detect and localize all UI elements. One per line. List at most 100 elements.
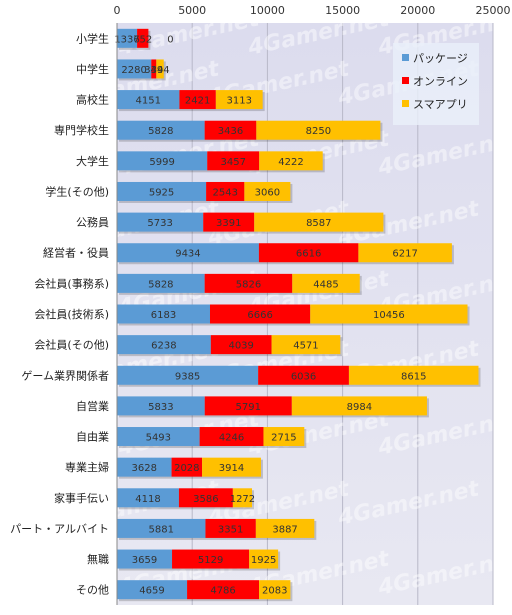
bar-segment [117,365,259,385]
category-label: 学生(その他) [45,184,109,198]
data-label: 3628 [132,463,157,474]
data-label: 10456 [373,310,405,321]
bar-segment [292,273,360,293]
bar-segment [117,304,210,324]
bar-segment [348,365,479,385]
bar-segment [117,580,188,600]
legend-swatch [402,77,409,84]
bar-segment [151,59,157,79]
category-label: 会社員(その他) [34,338,109,352]
data-label: 2715 [271,433,296,444]
category-label: その他 [76,584,109,597]
data-label: 5828 [148,279,173,290]
bar-segment [205,518,256,538]
data-label: 5826 [236,279,261,290]
bar-segment [117,151,208,171]
data-label: 3391 [216,218,241,229]
x-tick-label: 15000 [325,4,360,17]
data-label: 5733 [147,218,172,229]
data-label: 4222 [278,157,303,168]
category-label: 経営者・役員 [43,246,109,260]
bar-segment [263,427,305,447]
data-label: 3436 [218,126,243,137]
data-label: 4485 [313,279,338,290]
legend-label: スマアプリ [413,98,468,111]
bar-segment [172,549,250,569]
bar-segment [117,273,205,293]
data-label: 6036 [291,371,316,382]
category-label: パート・アルバイト [10,522,109,535]
data-label: 9385 [175,371,200,382]
data-label: 3060 [255,187,280,198]
bar-segment [258,365,349,385]
bar-segment [117,335,211,355]
bar-segment [178,488,233,508]
bar-segment [117,90,180,110]
legend-swatch [402,100,409,107]
category-label: 無職 [87,552,109,566]
x-tick-label: 0 [114,4,121,17]
bar-segment [203,212,255,232]
data-label: 5828 [148,126,173,137]
data-label: 4659 [139,586,164,597]
data-label: 3113 [227,96,252,107]
data-label: 5791 [236,402,261,413]
category-label: 大学生 [76,154,109,168]
data-label: 3659 [132,555,157,566]
data-label: 1336 [114,34,139,45]
category-label: 専門学校生 [54,123,109,137]
category-label: 公務員 [76,215,109,229]
category-label: 中学生 [76,62,109,76]
category-label: ゲーム業界関係者 [21,369,109,382]
bar-segment [255,518,315,538]
data-label: 0 [167,34,173,45]
bar-segment [117,427,200,447]
category-label: 小学生 [76,31,109,45]
bar-segment [232,488,252,508]
category-label: 自営業 [76,399,109,413]
bar-segment [117,243,259,263]
data-label: 5999 [149,157,174,168]
data-label: 4118 [135,494,160,505]
data-label: 4039 [228,341,253,352]
bar-segment [249,549,279,569]
data-label: 4151 [135,96,160,107]
bar-segment [259,580,291,600]
bar-segment [117,457,172,477]
data-label: 3914 [219,463,244,474]
bar-segment [259,151,323,171]
data-label: 8615 [401,371,426,382]
data-label: 3351 [218,524,243,535]
data-label: 8250 [306,126,331,137]
bar-segment [199,427,264,447]
bar-segment [117,488,179,508]
bar-segment [117,181,207,201]
bar-segment [204,120,257,140]
bar-segment [202,457,261,477]
bar-segment [117,120,205,140]
data-label: 8984 [347,402,372,413]
bar-segment [117,59,152,79]
legend-label: オンライン [413,75,468,88]
bars [117,28,481,602]
data-label: 2421 [185,96,210,107]
data-label: 6217 [392,249,417,260]
data-label: 6183 [151,310,176,321]
bar-segment [117,549,173,569]
legend-swatch [402,54,409,61]
x-tick-label: 20000 [400,4,435,17]
bar-segment [358,243,452,263]
legend-label: パッケージ [413,52,468,65]
category-label: 家事手伝い [54,491,109,505]
data-label: 3586 [193,494,218,505]
data-label: 4246 [219,433,244,444]
data-label: 2083 [262,586,287,597]
data-label: 4571 [293,341,318,352]
x-tick-label: 10000 [250,4,285,17]
x-tick-label: 25000 [476,4,511,17]
bar-segment [179,90,216,110]
bar-segment [215,90,263,110]
bar-segment [171,457,203,477]
bar-segment [204,396,292,416]
